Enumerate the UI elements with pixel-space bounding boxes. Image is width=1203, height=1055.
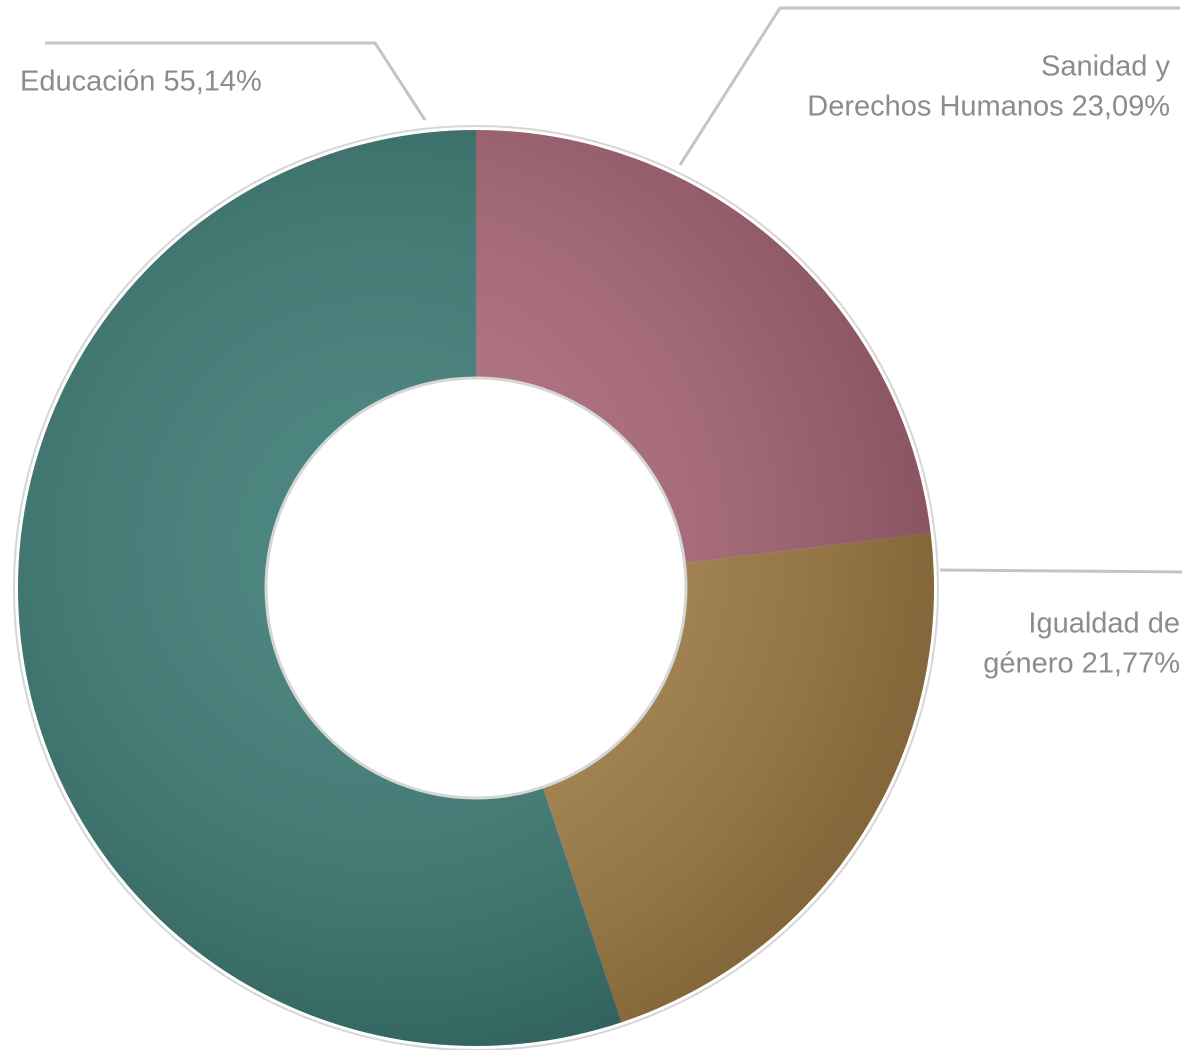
leader-line [680,8,1180,165]
leader-line [940,570,1182,572]
chart: Educación 55,14% Sanidad y Derechos Humano… [0,0,1203,1050]
data-label: Igualdad de [1028,608,1180,640]
inner-ring [266,378,686,798]
data-label: Educación 55,14% [20,66,262,98]
data-label: Derechos Humanos 23,09% [807,91,1170,123]
data-label: Sanidad y [1041,51,1170,83]
data-label: género 21,77% [983,648,1180,680]
